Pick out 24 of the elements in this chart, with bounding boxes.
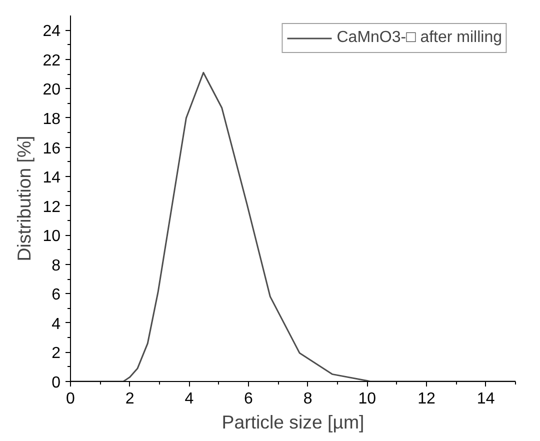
x-tick-label: 6 [244, 390, 254, 408]
y-axis-title: Distribution [%] [14, 136, 35, 262]
x-tick-label: 8 [303, 390, 312, 408]
y-tick-label: 0 [52, 374, 61, 392]
y-tick-label: 4 [52, 316, 61, 333]
y-tick-label: 6 [52, 286, 61, 304]
y-tick-label: 18 [42, 110, 61, 128]
y-tick-label: 8 [52, 257, 61, 274]
y-tick-label: 16 [42, 140, 61, 158]
y-tick-label: 2 [52, 345, 61, 362]
x-tick-label: 12 [418, 390, 436, 408]
x-tick-label: 0 [66, 390, 76, 408]
y-tick-label: 20 [42, 82, 61, 99]
y-tick-label: 10 [42, 228, 61, 246]
y-tick-label: 14 [42, 170, 61, 187]
y-tick-label: 22 [42, 52, 61, 70]
x-tick-label: 14 [476, 390, 495, 408]
x-tick-label: 10 [358, 390, 376, 408]
x-axis-title: Particle size [µm] [222, 412, 364, 432]
y-tick-label: 12 [42, 198, 61, 216]
legend-label: CaMnO3-□ after milling [336, 29, 502, 47]
x-tick-label: 4 [184, 390, 194, 408]
y-tick-label: 24 [42, 23, 61, 40]
x-tick-label: 2 [125, 390, 134, 408]
